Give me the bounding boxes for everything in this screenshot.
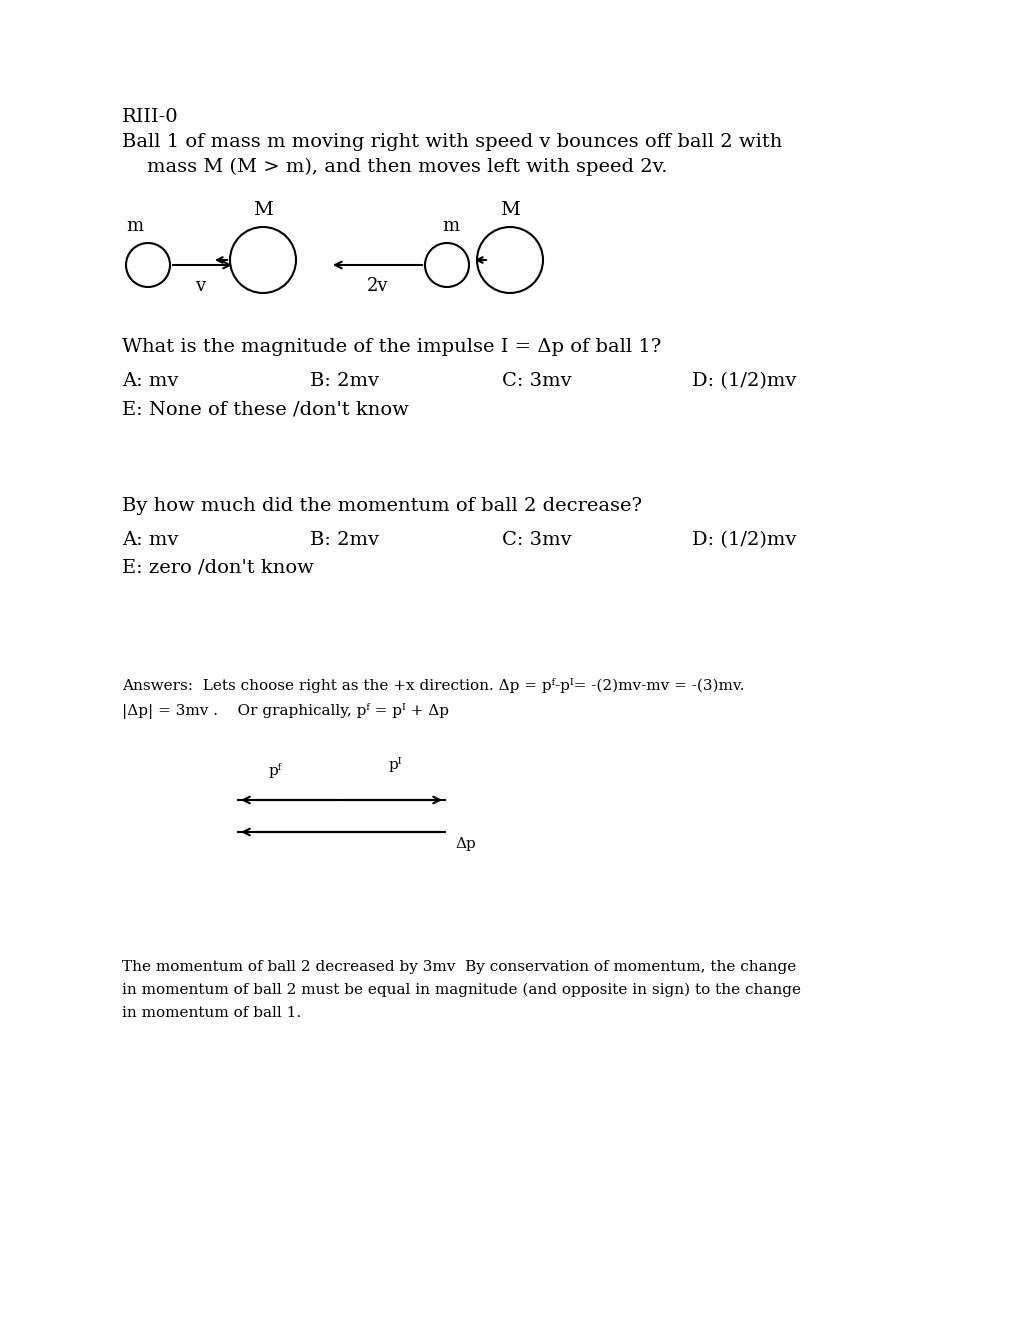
Text: Ball 1 of mass m moving right with speed v bounces off ball 2 with: Ball 1 of mass m moving right with speed… bbox=[122, 133, 782, 150]
Text: M: M bbox=[499, 201, 520, 219]
Text: 2v: 2v bbox=[367, 277, 388, 294]
Text: in momentum of ball 1.: in momentum of ball 1. bbox=[122, 1006, 301, 1020]
Text: |Δp| = 3mv .    Or graphically, pᶠ = pᴵ + Δp: |Δp| = 3mv . Or graphically, pᶠ = pᴵ + Δ… bbox=[122, 704, 448, 719]
Text: M: M bbox=[253, 201, 273, 219]
Text: v: v bbox=[195, 277, 205, 294]
Text: B: 2mv: B: 2mv bbox=[310, 372, 379, 389]
Text: A: mv: A: mv bbox=[122, 531, 178, 549]
Text: B: 2mv: B: 2mv bbox=[310, 531, 379, 549]
Text: m: m bbox=[441, 216, 459, 235]
Text: mass M (M > m), and then moves left with speed 2v.: mass M (M > m), and then moves left with… bbox=[122, 158, 666, 177]
Text: Answers:  Lets choose right as the +x direction. Δp = pᶠ-pᴵ= -(2)mv-mv = -(3)mv.: Answers: Lets choose right as the +x dir… bbox=[122, 678, 744, 693]
Text: m: m bbox=[126, 216, 143, 235]
Text: pᶠ: pᶠ bbox=[268, 763, 281, 777]
Text: By how much did the momentum of ball 2 decrease?: By how much did the momentum of ball 2 d… bbox=[122, 498, 642, 515]
Text: Δp: Δp bbox=[454, 837, 475, 851]
Text: A: mv: A: mv bbox=[122, 372, 178, 389]
Text: C: 3mv: C: 3mv bbox=[501, 531, 571, 549]
Text: E: zero /don't know: E: zero /don't know bbox=[122, 558, 314, 577]
Text: RIII-0: RIII-0 bbox=[122, 108, 178, 125]
Text: D: (1/2)mv: D: (1/2)mv bbox=[691, 372, 796, 389]
Text: What is the magnitude of the impulse I = Δp of ball 1?: What is the magnitude of the impulse I =… bbox=[122, 338, 660, 356]
Text: pᴵ: pᴵ bbox=[388, 756, 401, 772]
Text: in momentum of ball 2 must be equal in magnitude (and opposite in sign) to the c: in momentum of ball 2 must be equal in m… bbox=[122, 983, 800, 998]
Text: C: 3mv: C: 3mv bbox=[501, 372, 571, 389]
Text: E: None of these /don't know: E: None of these /don't know bbox=[122, 400, 409, 418]
Text: The momentum of ball 2 decreased by 3mv  By conservation of momentum, the change: The momentum of ball 2 decreased by 3mv … bbox=[122, 960, 796, 974]
Text: D: (1/2)mv: D: (1/2)mv bbox=[691, 531, 796, 549]
